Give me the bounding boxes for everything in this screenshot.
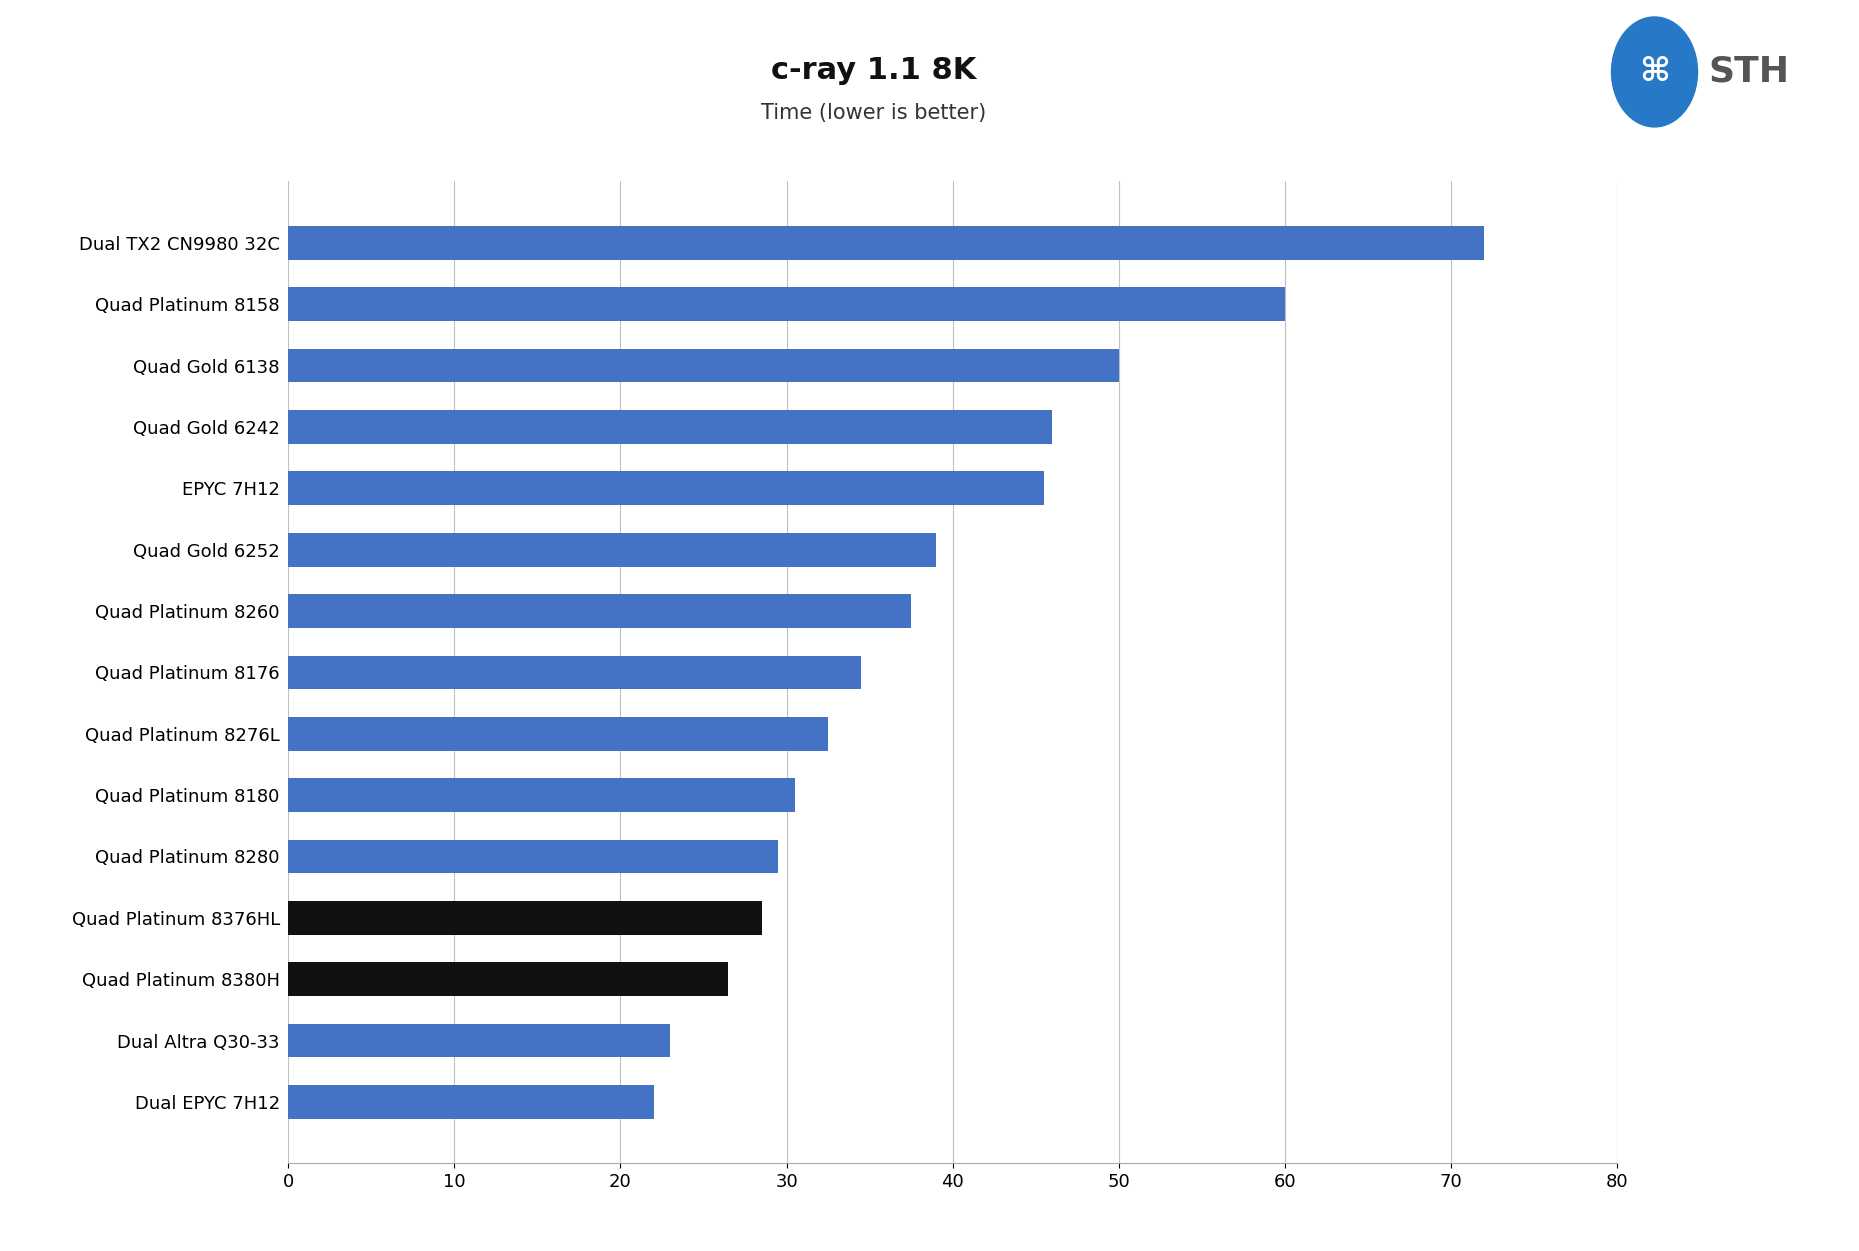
Text: STH: STH xyxy=(1708,55,1788,89)
Bar xyxy=(288,717,827,751)
Circle shape xyxy=(1612,18,1697,126)
Bar xyxy=(288,839,779,873)
Bar xyxy=(288,533,937,567)
Bar xyxy=(288,901,762,934)
Text: c-ray 1.1 8K: c-ray 1.1 8K xyxy=(771,56,976,85)
Bar xyxy=(288,962,729,996)
Bar xyxy=(288,594,911,628)
Bar xyxy=(288,472,1045,505)
Bar xyxy=(288,349,1119,383)
Bar xyxy=(288,288,1285,322)
Bar xyxy=(288,1085,654,1118)
Bar xyxy=(288,1023,671,1057)
Bar xyxy=(288,226,1483,260)
Text: ⌘: ⌘ xyxy=(1640,55,1669,89)
Text: Time (lower is better): Time (lower is better) xyxy=(760,103,987,123)
Bar xyxy=(288,656,861,689)
Bar xyxy=(288,410,1052,444)
Bar xyxy=(288,778,796,812)
